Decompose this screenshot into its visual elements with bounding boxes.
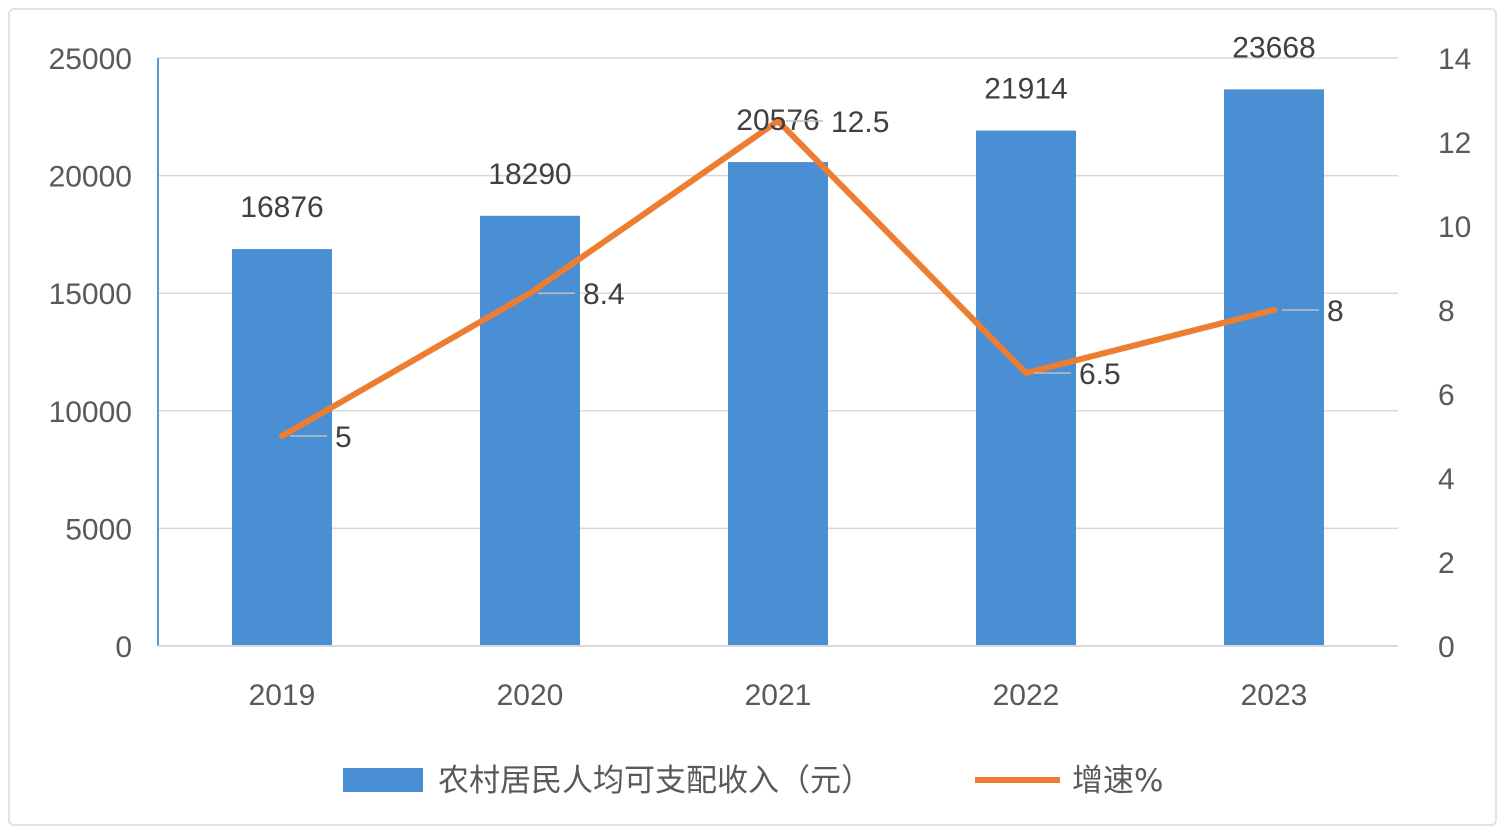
legend: 农村居民人均可支配收入（元） 增速% xyxy=(343,763,1163,799)
y-left-tick-label: 20000 xyxy=(49,161,132,194)
line-point xyxy=(1023,370,1029,376)
x-tick-label: 2020 xyxy=(497,679,564,712)
line-data-label: 6.5 xyxy=(1079,358,1121,391)
bar-data-label: 23668 xyxy=(1232,31,1315,64)
y-right-tick-label: 10 xyxy=(1438,211,1471,244)
y-left-tick-label: 0 xyxy=(115,631,132,664)
bar xyxy=(1224,89,1324,647)
y-left-tick-label: 10000 xyxy=(49,396,132,429)
line-point xyxy=(775,118,781,124)
legend-line-label: 增速% xyxy=(1072,763,1163,799)
axes: 0 5000 10000 15000 20000 25000 0 2 4 6 8 10 12 14 2019… xyxy=(49,43,1472,712)
bar xyxy=(728,162,828,646)
bar-data-label: 16876 xyxy=(240,191,323,224)
line-point xyxy=(1271,307,1277,313)
line-data-label: 8.4 xyxy=(583,278,625,311)
y-right-tick-label: 14 xyxy=(1438,43,1471,76)
x-tick-label: 2023 xyxy=(1241,679,1308,712)
bar xyxy=(480,215,580,646)
bar xyxy=(232,249,332,646)
bar-data-label: 18290 xyxy=(488,158,571,191)
y-right-tick-label: 4 xyxy=(1438,463,1455,496)
x-tick-label: 2021 xyxy=(745,679,812,712)
line-series xyxy=(279,118,1277,439)
line-data-label: 8 xyxy=(1327,295,1344,328)
legend-bar-label: 农村居民人均可支配收入（元） xyxy=(438,763,872,799)
bar-series xyxy=(232,89,1324,647)
x-tick-label: 2019 xyxy=(249,679,316,712)
bar-data-label: 21914 xyxy=(984,73,1067,106)
y-right-tick-label: 0 xyxy=(1438,631,1455,664)
y-right-tick-label: 12 xyxy=(1438,127,1471,160)
x-tick-label: 2022 xyxy=(993,679,1060,712)
y-left-tick-label: 15000 xyxy=(49,278,132,311)
y-right-tick-label: 6 xyxy=(1438,379,1455,412)
y-left-tick-label: 25000 xyxy=(49,43,132,76)
line-data-label: 5 xyxy=(335,421,352,454)
y-right-tick-label: 8 xyxy=(1438,295,1455,328)
legend-bar-swatch xyxy=(343,768,423,792)
y-right-tick-label: 2 xyxy=(1438,547,1455,580)
bar xyxy=(976,130,1076,647)
line-point xyxy=(527,290,533,297)
line-data-label: 12.5 xyxy=(831,106,889,139)
y-left-tick-label: 5000 xyxy=(65,513,132,546)
line-point xyxy=(279,433,285,439)
